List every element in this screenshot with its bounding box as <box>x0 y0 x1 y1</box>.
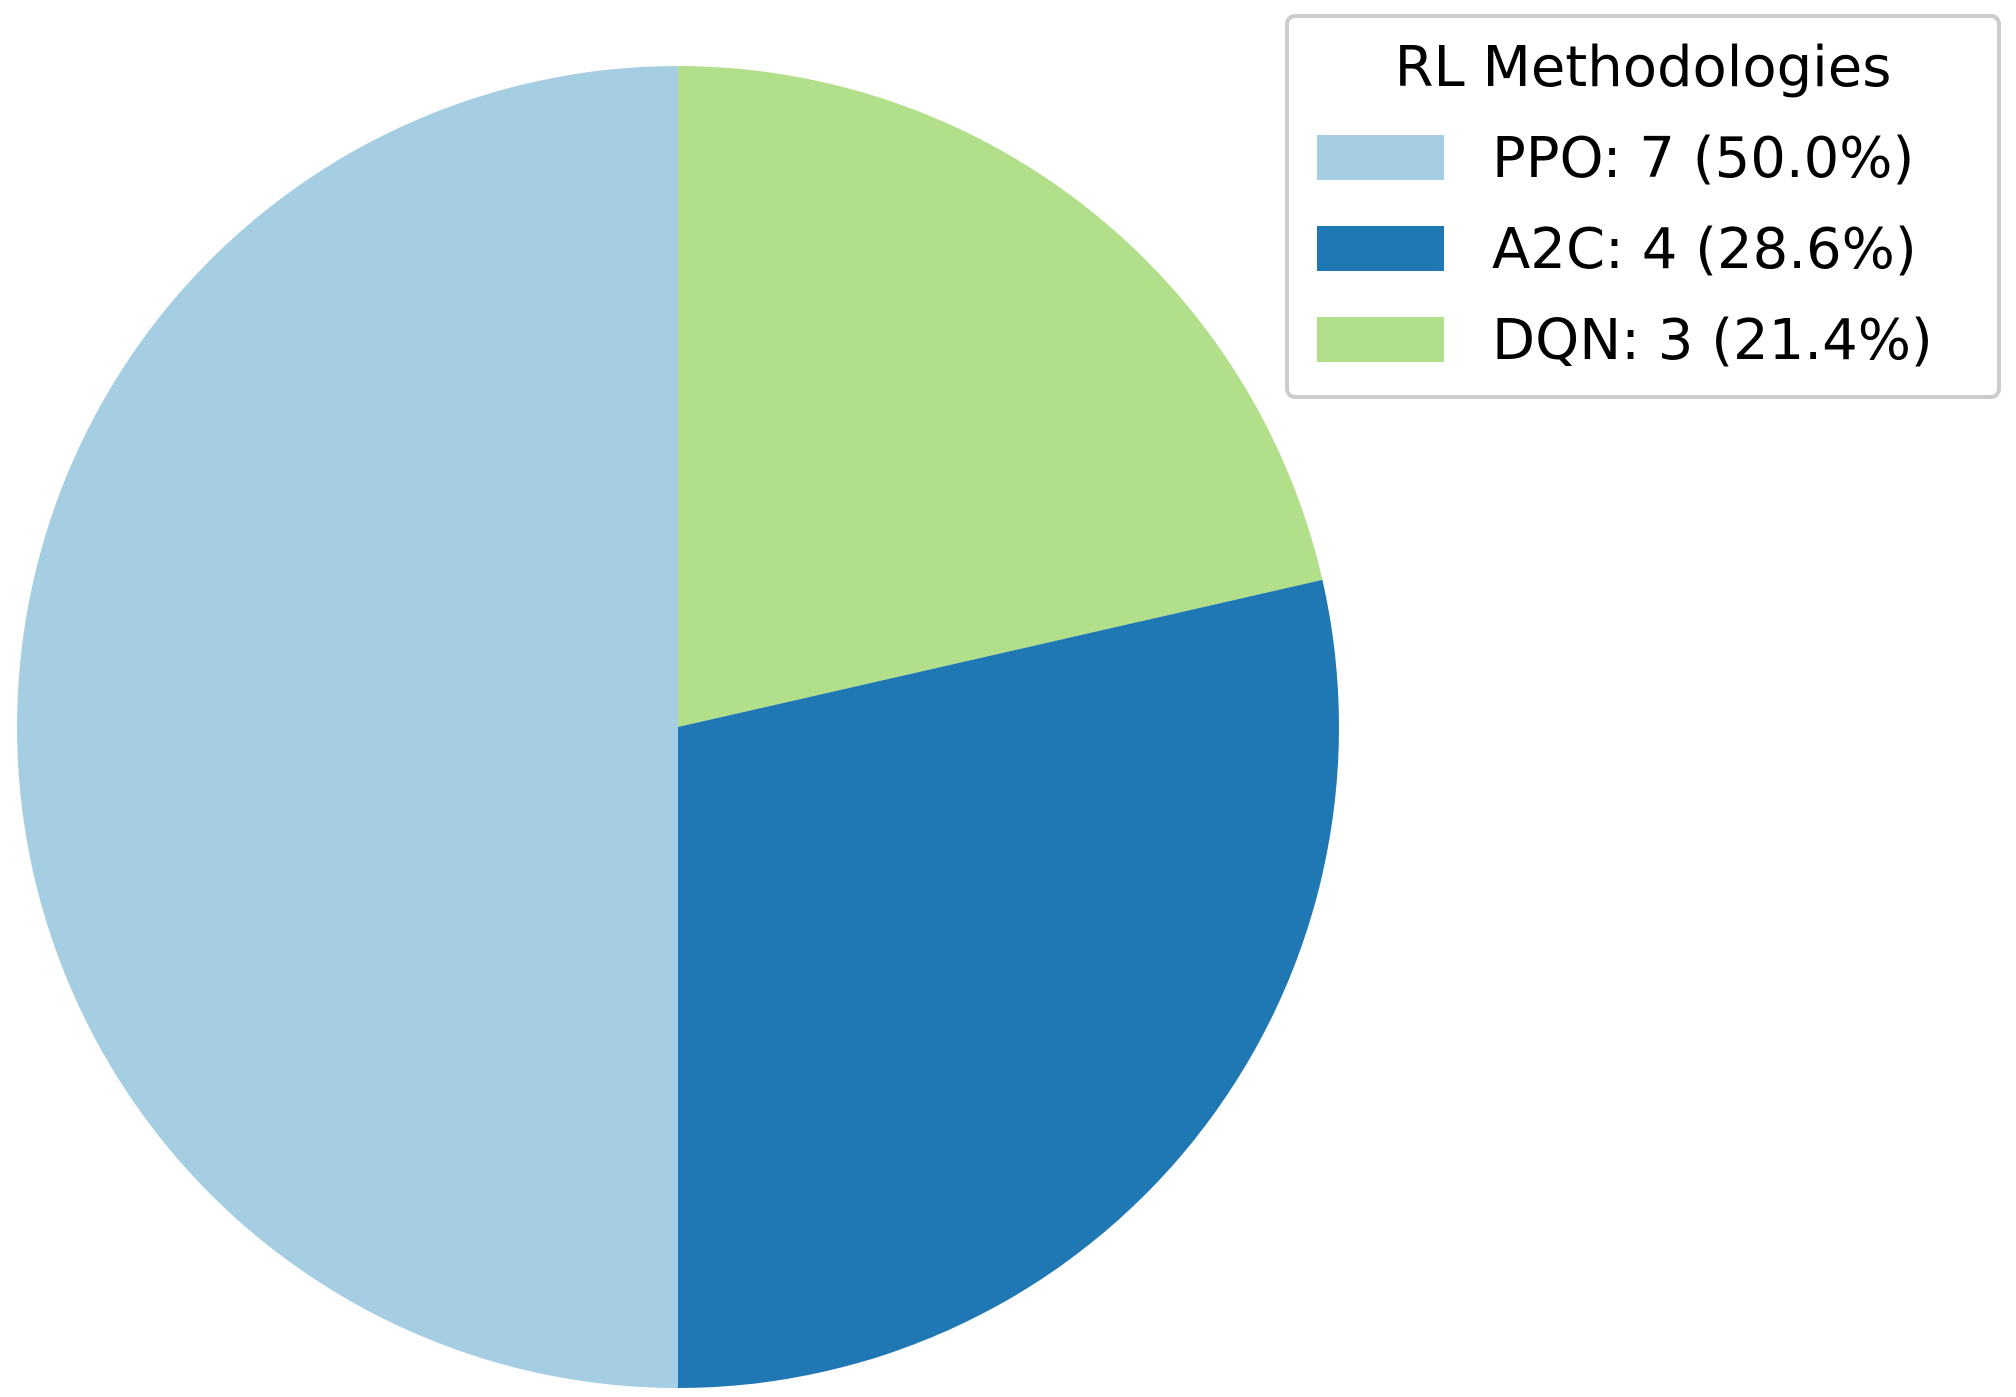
legend-label-dqn: DQN: 3 (21.4%) <box>1492 308 1933 373</box>
legend: RL Methodologies PPO: 7 (50.0%) A2C: 4 (2… <box>1285 14 2001 399</box>
pie-slice-a2c <box>678 579 1340 1388</box>
legend-label-ppo: PPO: 7 (50.0%) <box>1492 126 1914 191</box>
pie-slice-dqn <box>678 66 1323 727</box>
legend-swatch-a2c <box>1317 226 1444 271</box>
pie-slices <box>17 66 1340 1388</box>
legend-title: RL Methodologies <box>1395 35 1892 100</box>
legend-frame <box>1285 14 2001 399</box>
legend-swatch-dqn <box>1317 317 1444 362</box>
pie-slice-ppo <box>17 66 678 1388</box>
legend-label-a2c: A2C: 4 (28.6%) <box>1492 217 1917 282</box>
legend-swatch-ppo <box>1317 135 1444 180</box>
legend-entries: PPO: 7 (50.0%) A2C: 4 (28.6%) DQN: 3 (21.4… <box>1317 126 1933 373</box>
